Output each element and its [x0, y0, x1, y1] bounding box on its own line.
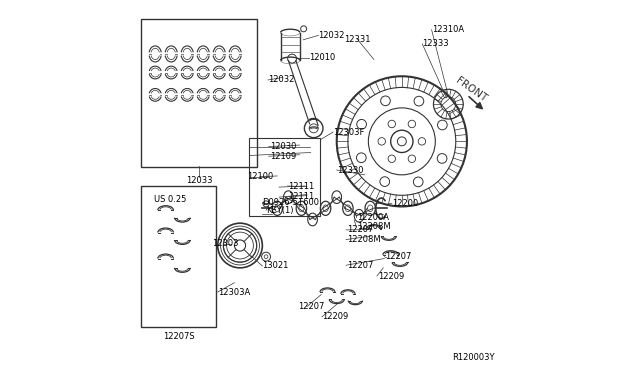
- Text: 12100: 12100: [248, 172, 274, 181]
- Text: 12207: 12207: [385, 252, 412, 261]
- Text: 12111: 12111: [289, 182, 315, 190]
- Text: 12208M: 12208M: [347, 235, 380, 244]
- Text: 12209: 12209: [322, 312, 348, 321]
- Text: 12207: 12207: [298, 302, 324, 311]
- Text: FRONT: FRONT: [453, 75, 488, 103]
- Bar: [141, 19, 257, 167]
- Text: 12208M: 12208M: [357, 222, 391, 231]
- Text: 12200: 12200: [392, 199, 419, 208]
- Text: 13021: 13021: [262, 262, 289, 270]
- Text: 12330: 12330: [337, 166, 364, 174]
- Text: D0926-51600: D0926-51600: [262, 198, 319, 207]
- Text: 12010: 12010: [309, 53, 335, 62]
- Text: 12310A: 12310A: [431, 25, 464, 34]
- Text: 12111: 12111: [289, 192, 315, 201]
- Text: 12030: 12030: [270, 142, 296, 151]
- Text: 12303A: 12303A: [218, 288, 250, 296]
- Text: 12207S: 12207S: [163, 332, 195, 341]
- Text: 12033: 12033: [186, 176, 212, 185]
- Text: KEY(1): KEY(1): [266, 206, 294, 215]
- Text: 12207: 12207: [347, 225, 373, 234]
- Text: US 0.25: US 0.25: [154, 195, 187, 204]
- Text: 12209: 12209: [378, 272, 404, 280]
- Text: 12207: 12207: [347, 261, 373, 270]
- Text: 12200A: 12200A: [357, 213, 389, 222]
- Text: 12331: 12331: [344, 35, 371, 44]
- Text: 12303: 12303: [212, 239, 239, 248]
- Bar: [250, 138, 320, 216]
- Text: 12109: 12109: [270, 152, 296, 161]
- Bar: [141, 186, 216, 327]
- Text: 12303F: 12303F: [333, 128, 364, 137]
- Text: 12032: 12032: [268, 76, 294, 84]
- Text: 12032: 12032: [319, 31, 345, 40]
- Text: R120003Y: R120003Y: [452, 353, 495, 362]
- Text: 12333: 12333: [422, 39, 449, 48]
